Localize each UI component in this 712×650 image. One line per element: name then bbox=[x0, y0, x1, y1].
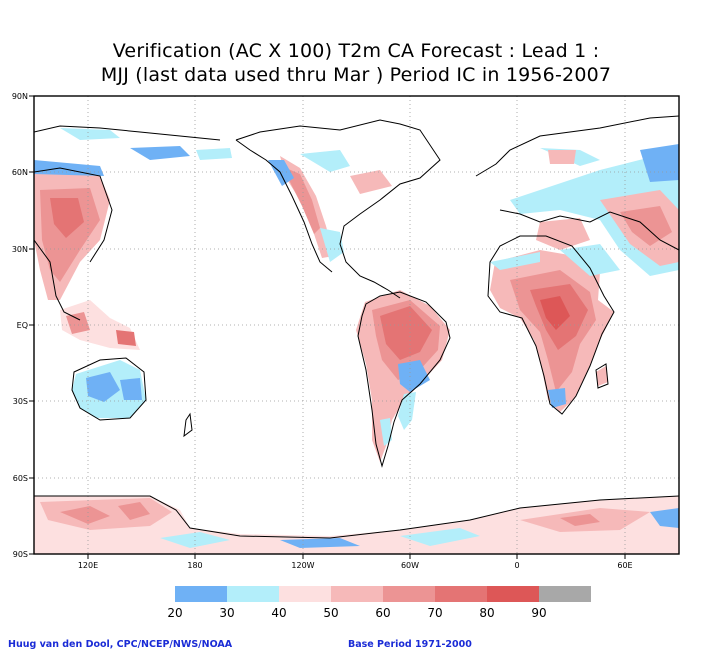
colorbar-label-30: 30 bbox=[219, 606, 234, 620]
lat-label-30n: 30N bbox=[12, 245, 28, 254]
lon-label-0: 0 bbox=[514, 561, 519, 570]
south-america-shading bbox=[356, 290, 450, 462]
colorbar-label-80: 80 bbox=[479, 606, 494, 620]
lat-label-eq: EQ bbox=[17, 321, 28, 330]
colorbar-label-90: 90 bbox=[531, 606, 546, 620]
lon-label-60e: 60E bbox=[617, 561, 632, 570]
lon-ticks bbox=[87, 554, 626, 559]
lat-label-90s: 90S bbox=[13, 550, 28, 559]
colorbar-label-50: 50 bbox=[323, 606, 338, 620]
lon-label-60w: 60W bbox=[401, 561, 419, 570]
colorbar-label-40: 40 bbox=[271, 606, 286, 620]
lat-label-60n: 60N bbox=[12, 168, 28, 177]
maritime-australia-shading bbox=[60, 300, 146, 418]
antarctica-shading bbox=[34, 496, 679, 554]
lon-label-120w: 120W bbox=[291, 561, 314, 570]
colorbar-swatch-6 bbox=[435, 586, 487, 602]
colorbar-swatch-5 bbox=[383, 586, 435, 602]
color-bar: 20 30 40 50 60 70 80 90 bbox=[167, 586, 591, 620]
credit-author: Huug van den Dool, CPC/NCEP/NWS/NOAA bbox=[8, 639, 233, 650]
credit-base-period: Base Period 1971-2000 bbox=[348, 639, 472, 650]
title-line-1: Verification (AC X 100) T2m CA Forecast … bbox=[112, 40, 600, 62]
eurasia-shading bbox=[34, 144, 679, 300]
colorbar-swatch-2 bbox=[227, 586, 279, 602]
colorbar-swatch-4 bbox=[331, 586, 383, 602]
lat-label-30s: 30S bbox=[13, 397, 28, 406]
colorbar-label-70: 70 bbox=[427, 606, 442, 620]
lat-label-90n: 90N bbox=[12, 92, 28, 101]
lat-ticks bbox=[29, 95, 34, 555]
colorbar-swatch-1 bbox=[175, 586, 227, 602]
lon-label-120e: 120E bbox=[78, 561, 98, 570]
coastlines bbox=[34, 115, 679, 539]
lat-lon-grid bbox=[34, 96, 679, 554]
lat-label-60s: 60S bbox=[13, 474, 28, 483]
africa-shading bbox=[490, 250, 614, 412]
colorbar-swatch-3 bbox=[279, 586, 331, 602]
colorbar-label-20: 20 bbox=[167, 606, 182, 620]
lon-label-180: 180 bbox=[187, 561, 202, 570]
title-line-2: MJJ (last data used thru Mar ) Period IC… bbox=[100, 64, 612, 86]
north-america-shading bbox=[60, 128, 392, 262]
colorbar-swatch-8 bbox=[539, 586, 591, 602]
colorbar-label-60: 60 bbox=[375, 606, 390, 620]
colorbar-swatch-7 bbox=[487, 586, 539, 602]
